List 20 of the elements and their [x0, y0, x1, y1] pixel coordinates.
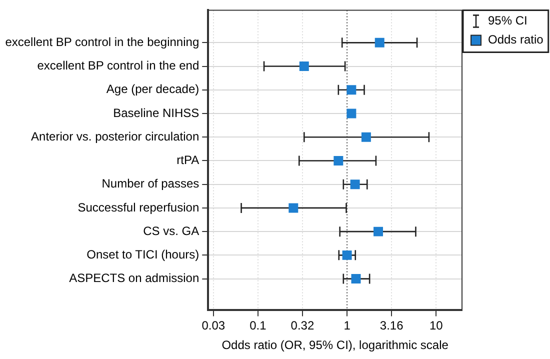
y-tick-label: excellent BP control in the beginning [5, 34, 200, 49]
x-axis-title: Odds ratio (OR, 95% CI), logarithmic scale [222, 338, 449, 352]
x-tick-label: 10 [429, 318, 444, 333]
x-tick-label: 3.16 [380, 318, 404, 333]
x-tick-label: 0.1 [250, 318, 267, 333]
y-tick-label: Successful reperfusion [78, 200, 200, 214]
x-tick-label: 1 [344, 318, 351, 333]
x-tick-label: 0.32 [290, 318, 314, 333]
text: 95% CI [488, 14, 528, 28]
legend-label: Odds ratio [488, 32, 544, 47]
y-tick-label: ASPECTS on admission [69, 271, 200, 286]
y-tick-label: Onset to TICI (hours) [86, 247, 200, 262]
x-tick-label: 0.03 [202, 318, 226, 333]
y-tick-label: excellent BP control in the end [37, 58, 200, 73]
y-tick-label: Baseline NIHSS [113, 106, 200, 120]
y-tick-label: CS vs. GA [143, 224, 200, 238]
y-tick-label: Number of passes [102, 176, 200, 191]
y-tick-label: Anterior vs. posterior circulation [31, 129, 200, 144]
y-tick-label: Age (per decade) [106, 82, 200, 96]
y-tick-label: rtPA [176, 153, 200, 168]
